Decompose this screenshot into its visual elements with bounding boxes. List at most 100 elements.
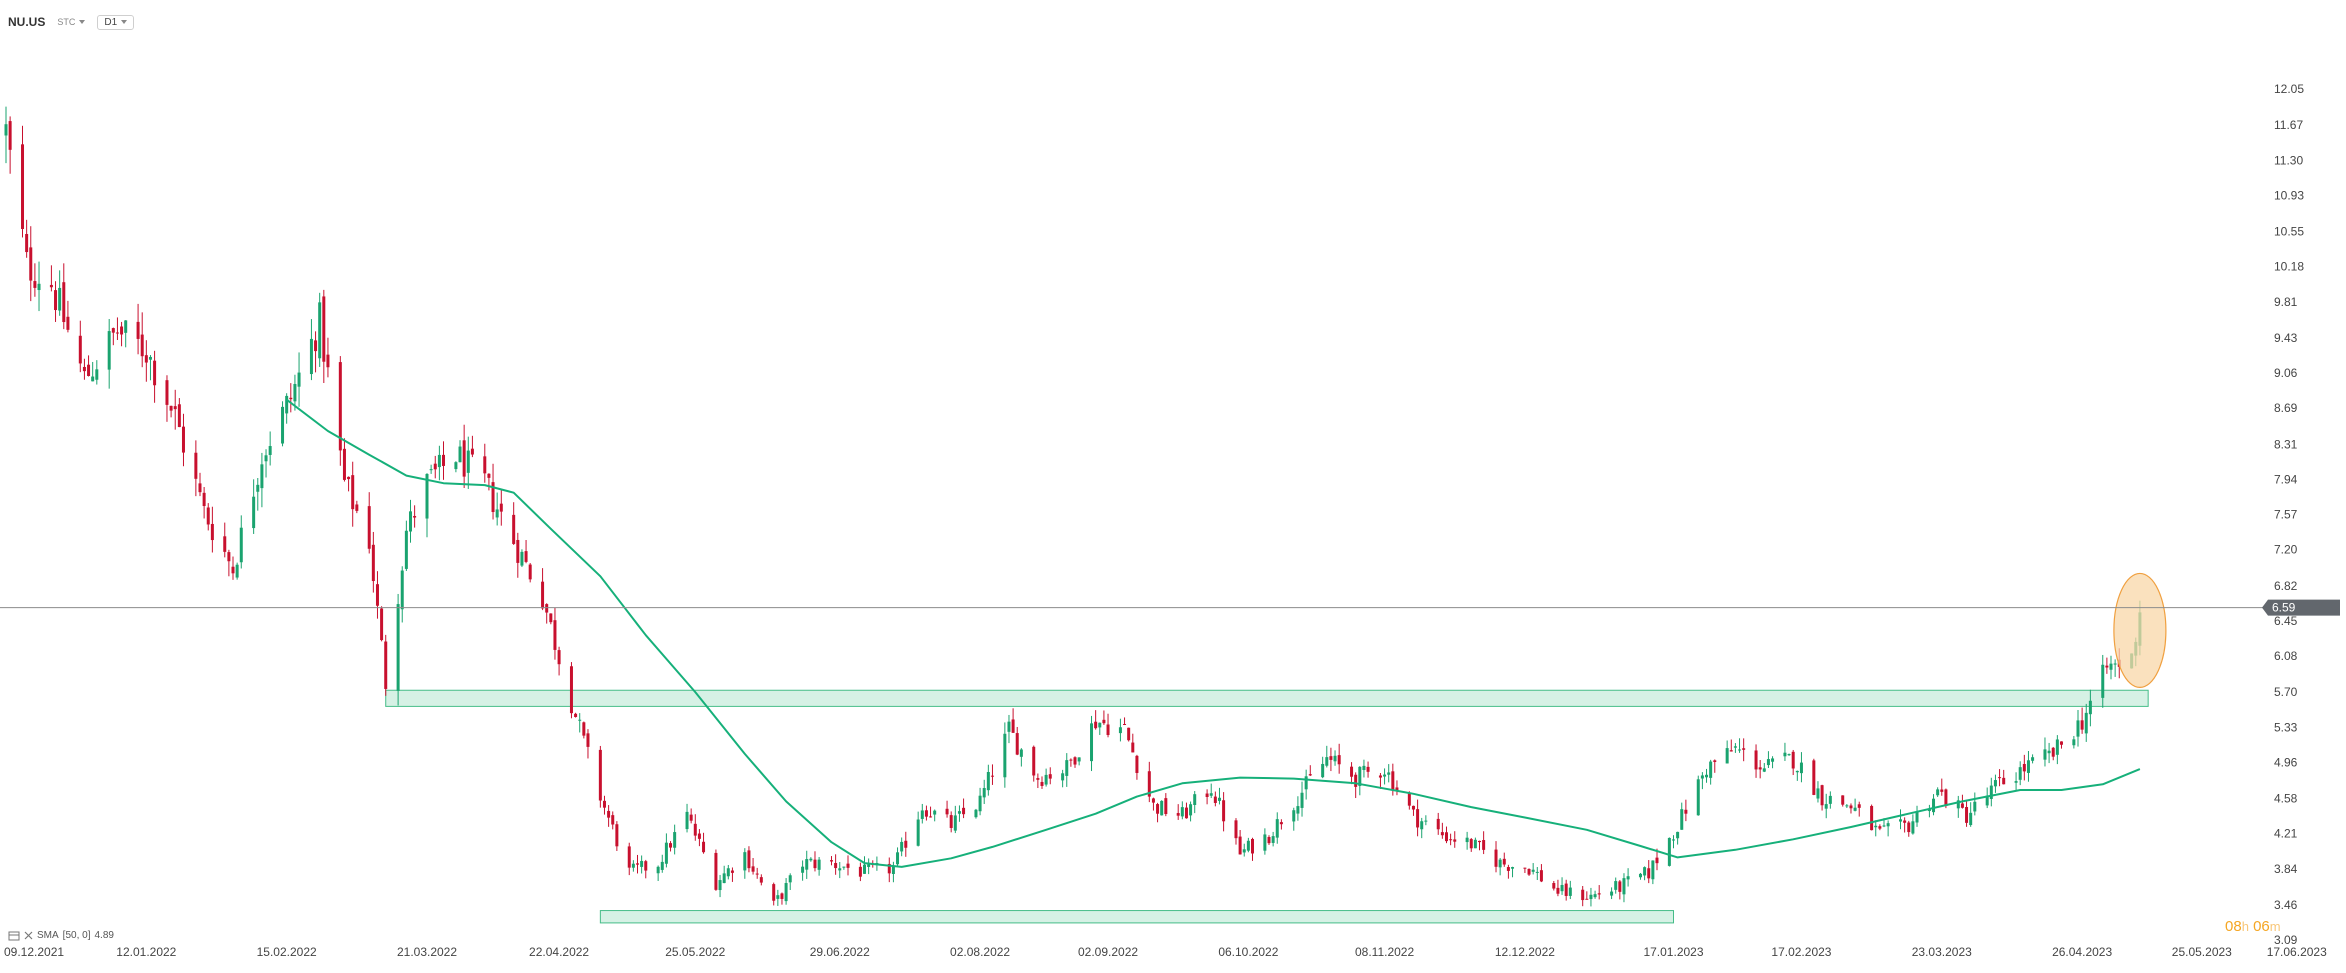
candle-body [285,395,289,414]
candle-body [4,124,8,136]
candle-body [924,810,928,817]
countdown-minutes-unit: m [2269,919,2281,934]
chevron-down-icon [79,20,86,24]
date-tick-label: 17.02.2023 [1771,945,1831,959]
candle-body [673,832,677,848]
candle-body [1444,832,1448,842]
indicator-settings-icon[interactable] [8,931,20,941]
candle-body [1667,837,1671,866]
candle-body [326,354,330,368]
candle-body [1758,767,1762,770]
candle-body [664,842,668,864]
candle-body [318,302,322,359]
current-price-badge [2262,599,2340,616]
candle-body [1671,839,1675,841]
candle-body [1007,721,1011,732]
candle-body [2055,739,2059,755]
candle-body [1795,770,1799,773]
candle-body [181,426,185,453]
candle-body [829,860,833,862]
date-tick-label: 25.05.2023 [2172,945,2232,959]
date-tick-label: 21.03.2022 [397,945,457,959]
candle-body [974,809,978,818]
candle-body [355,504,359,511]
candle-body [153,360,157,386]
close-icon[interactable] [24,931,33,940]
candle-body [124,320,128,333]
candle-body [1222,800,1226,822]
candle-body [297,372,301,387]
indicator-legend[interactable]: SMA [50, 0] 4.89 [8,930,114,941]
date-tick-label: 06.10.2022 [1218,945,1278,959]
candle-body [1069,759,1073,761]
candle-body [1899,819,1903,822]
candle-body [491,482,495,513]
candle-body [1841,795,1845,805]
candle-body [541,581,545,609]
instrument-type-dropdown[interactable]: STC [57,17,86,27]
candle-body [714,852,718,890]
candle-body [801,866,805,873]
candle-body [1998,777,2002,779]
candle-body [1973,801,1977,812]
candle-body [1828,795,1832,804]
support-zone [385,689,2149,707]
candle-body [1849,805,1853,809]
timeframe-dropdown[interactable]: D1 [97,14,135,30]
candle-body [1164,798,1168,815]
candle-body [2059,741,2063,745]
candle-body [949,815,953,828]
price-tick-label: 7.57 [2274,508,2298,522]
candle-body [442,454,446,466]
support-zone [599,910,1674,924]
candle-body [784,883,788,902]
price-tick-label: 12.05 [2274,82,2304,96]
candle-body [202,492,206,507]
candle-body [111,328,115,333]
candle-body [644,861,648,871]
candle-body [1791,751,1795,769]
candle-body [338,362,342,451]
candle-body [1593,894,1597,898]
price-tick-label: 5.70 [2274,685,2298,699]
candle-body [1160,800,1164,816]
candle-body [1044,774,1048,785]
candle-body [1729,750,1733,752]
candle-body [702,841,706,853]
candle-body [1213,796,1217,803]
candle-body [54,290,58,311]
candle-body [1742,748,1746,750]
candle-body [834,862,838,869]
candle-body [1118,727,1122,734]
symbol-label[interactable]: NU.US [8,15,46,29]
price-tick-label: 7.94 [2274,472,2298,486]
candle-body [29,247,33,281]
candle-body [689,814,693,821]
candle-body [685,811,689,830]
indicator-name: SMA [37,930,59,941]
candle-body [1102,719,1106,724]
candle-body [631,863,635,868]
candle-body [887,863,891,874]
candle-body [347,476,351,480]
candle-body [264,455,268,462]
candle-body [1597,893,1601,895]
candle-body [904,840,908,848]
candle-body [2109,663,2113,670]
candle-body [120,326,124,335]
candle-body [49,284,53,288]
candle-body [929,816,933,818]
candle-body [1061,773,1065,781]
candle-body [293,383,297,402]
candle-body [1783,752,1787,757]
date-tick-label: 26.04.2023 [2052,945,2112,959]
candle-body [371,544,375,582]
candle-body [598,749,602,801]
candle-body [557,650,561,665]
candle-body [1453,839,1457,842]
candle-body [743,852,747,871]
candle-body [718,880,722,891]
candle-body [2076,720,2080,737]
